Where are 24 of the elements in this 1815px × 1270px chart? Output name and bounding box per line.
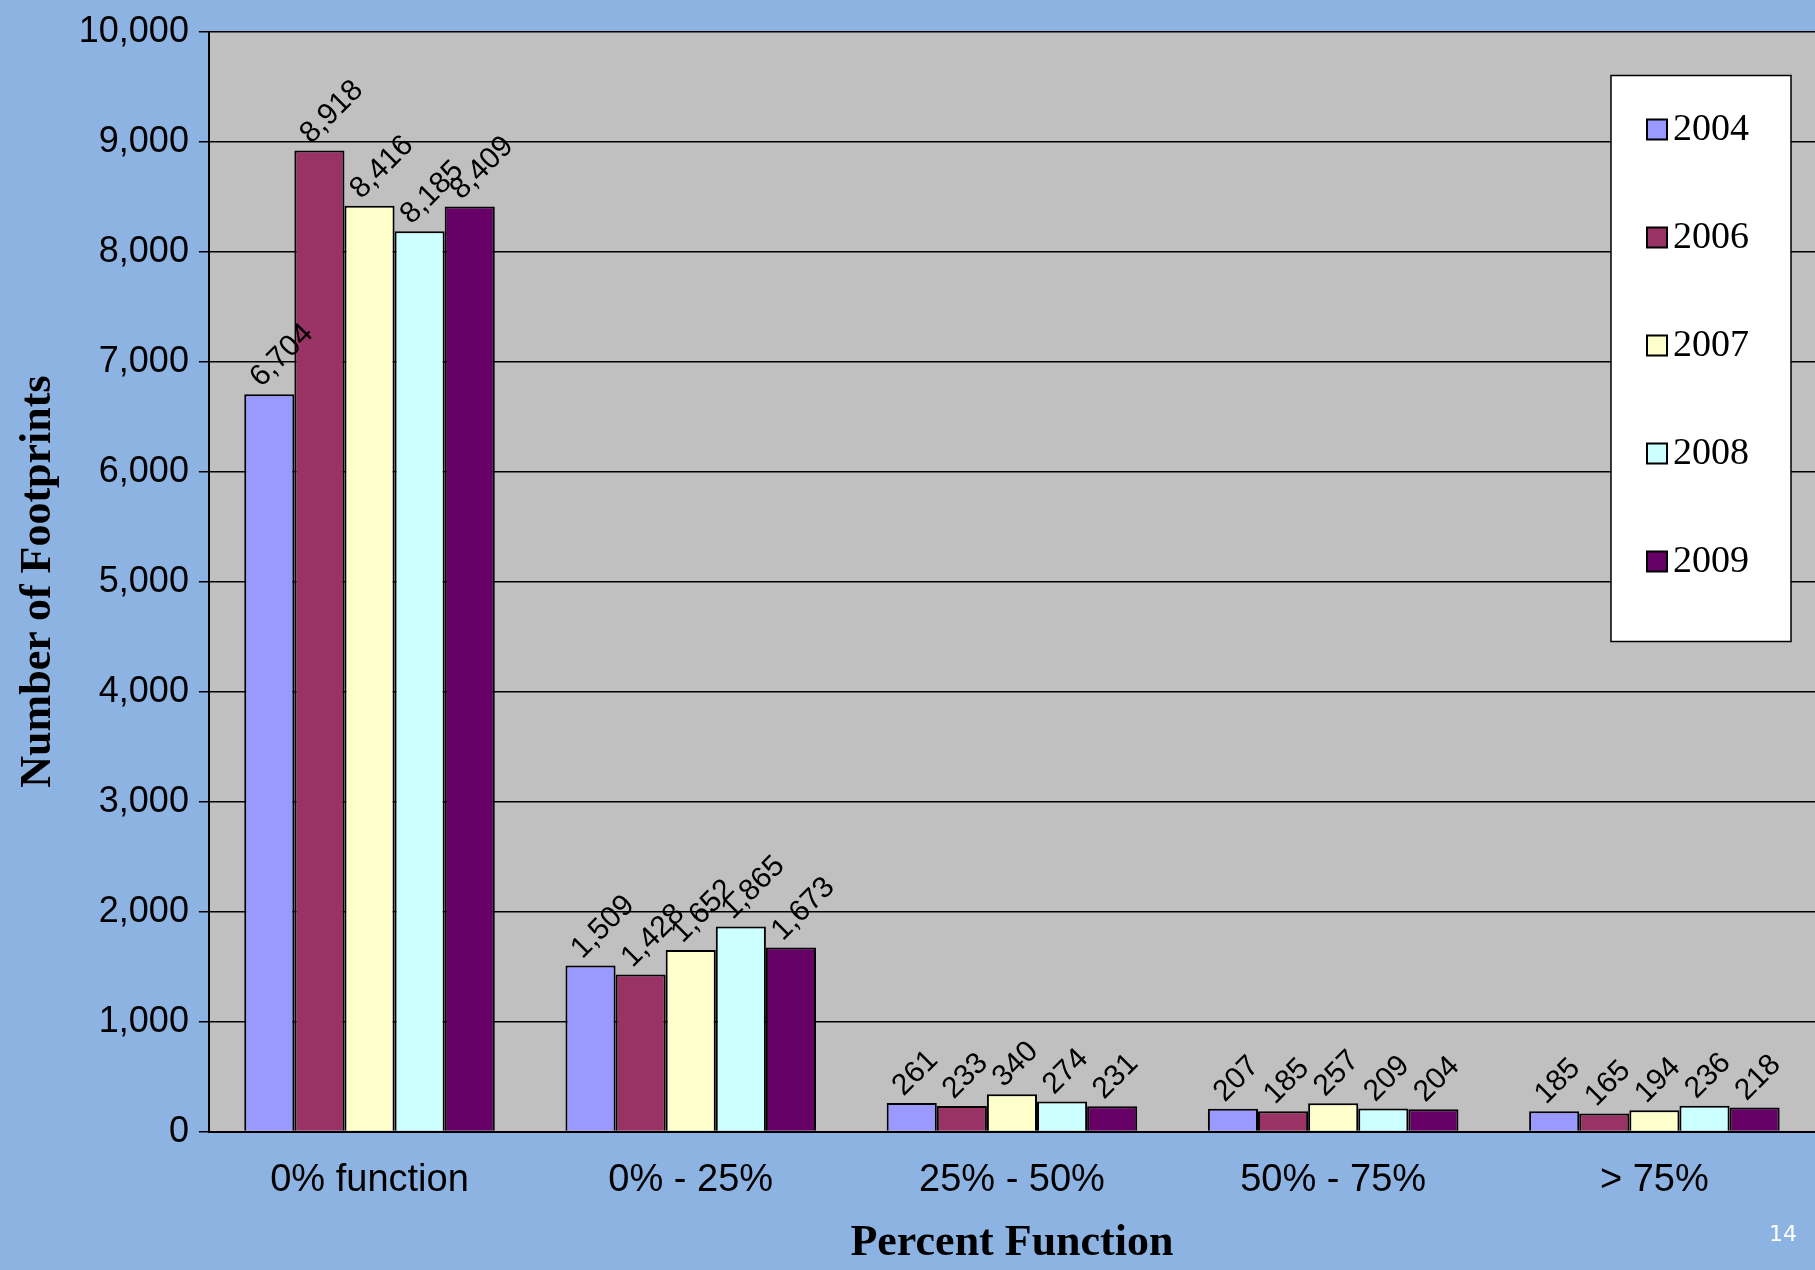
legend-label: 2004 (1673, 105, 1749, 148)
y-tick-label: 3,000 (98, 778, 189, 820)
legend-label: 2008 (1673, 429, 1749, 472)
x-tick-label: > 75% (1599, 1156, 1709, 1199)
y-tick-label: 2,000 (98, 888, 189, 930)
y-tick-label: 5,000 (98, 558, 189, 600)
x-tick-label: 50% - 75% (1240, 1156, 1427, 1199)
y-tick-label: 6,000 (98, 448, 189, 490)
y-tick-label: 10,000 (78, 8, 189, 50)
y-axis-title: Number of Footprints (10, 375, 60, 788)
legend-label: 2006 (1673, 213, 1749, 256)
y-tick-label: 9,000 (98, 118, 189, 160)
x-tick-label: 0% function (270, 1156, 469, 1199)
y-tick-label: 1,000 (98, 998, 189, 1040)
x-tick-label: 0% - 25% (608, 1156, 774, 1199)
text: 14 (1769, 1221, 1797, 1246)
y-tick-label: 0 (168, 1108, 189, 1150)
legend-label: 2009 (1673, 537, 1749, 580)
y-tick-label: 7,000 (98, 338, 189, 380)
y-tick-label: 4,000 (98, 668, 189, 710)
x-axis-title: Percent Function (850, 1215, 1174, 1265)
legend-label: 2007 (1673, 321, 1749, 364)
y-tick-label: 8,000 (98, 228, 189, 270)
x-tick-label: 25% - 50% (919, 1156, 1105, 1199)
